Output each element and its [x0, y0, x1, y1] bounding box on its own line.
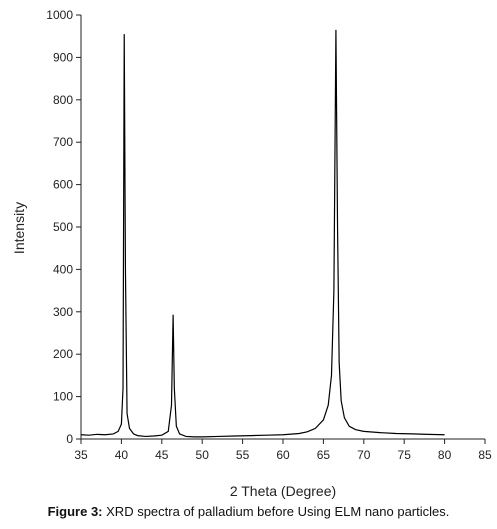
y-tick-label: 300 — [53, 305, 73, 319]
y-tick-label: 900 — [53, 50, 73, 64]
y-tick-label: 800 — [53, 93, 73, 107]
y-axis-title: Intensity — [11, 202, 27, 254]
x-axis-title: 2 Theta (Degree) — [230, 483, 336, 499]
chart-axes — [80, 15, 485, 440]
y-tick-label: 0 — [66, 432, 73, 446]
x-tick-label: 75 — [398, 448, 412, 462]
xrd-chart: 35 40 45 50 55 60 65 70 75 80 85 0 100 200 300 400 500 60… — [11, 8, 492, 499]
y-tick-label: 700 — [53, 135, 73, 149]
chart-ticks: 35 40 45 50 55 60 65 70 75 80 85 0 100 200 300 400 500 60… — [46, 8, 492, 462]
y-tick-label: 1000 — [46, 8, 73, 22]
x-tick-label: 55 — [236, 448, 250, 462]
x-tick-label: 70 — [357, 448, 371, 462]
x-tick-label: 80 — [438, 448, 452, 462]
y-tick-label: 100 — [53, 390, 73, 404]
figure-caption: Figure 3: XRD spectra of palladium befor… — [0, 504, 497, 519]
y-tick-label: 600 — [53, 178, 73, 192]
x-tick-label: 85 — [478, 448, 492, 462]
x-tick-label: 60 — [276, 448, 290, 462]
x-tick-label: 45 — [155, 448, 169, 462]
y-tick-label: 500 — [53, 220, 73, 234]
figure-caption-text: XRD spectra of palladium before Using EL… — [106, 504, 450, 519]
x-tick-label: 50 — [196, 448, 210, 462]
x-tick-label: 40 — [115, 448, 129, 462]
y-tick-label: 200 — [53, 347, 73, 361]
figure-caption-label: Figure 3: — [47, 504, 103, 519]
series-line — [80, 29, 445, 438]
x-tick-label: 35 — [74, 448, 88, 462]
y-tick-label: 400 — [53, 262, 73, 276]
x-tick-label: 65 — [317, 448, 331, 462]
